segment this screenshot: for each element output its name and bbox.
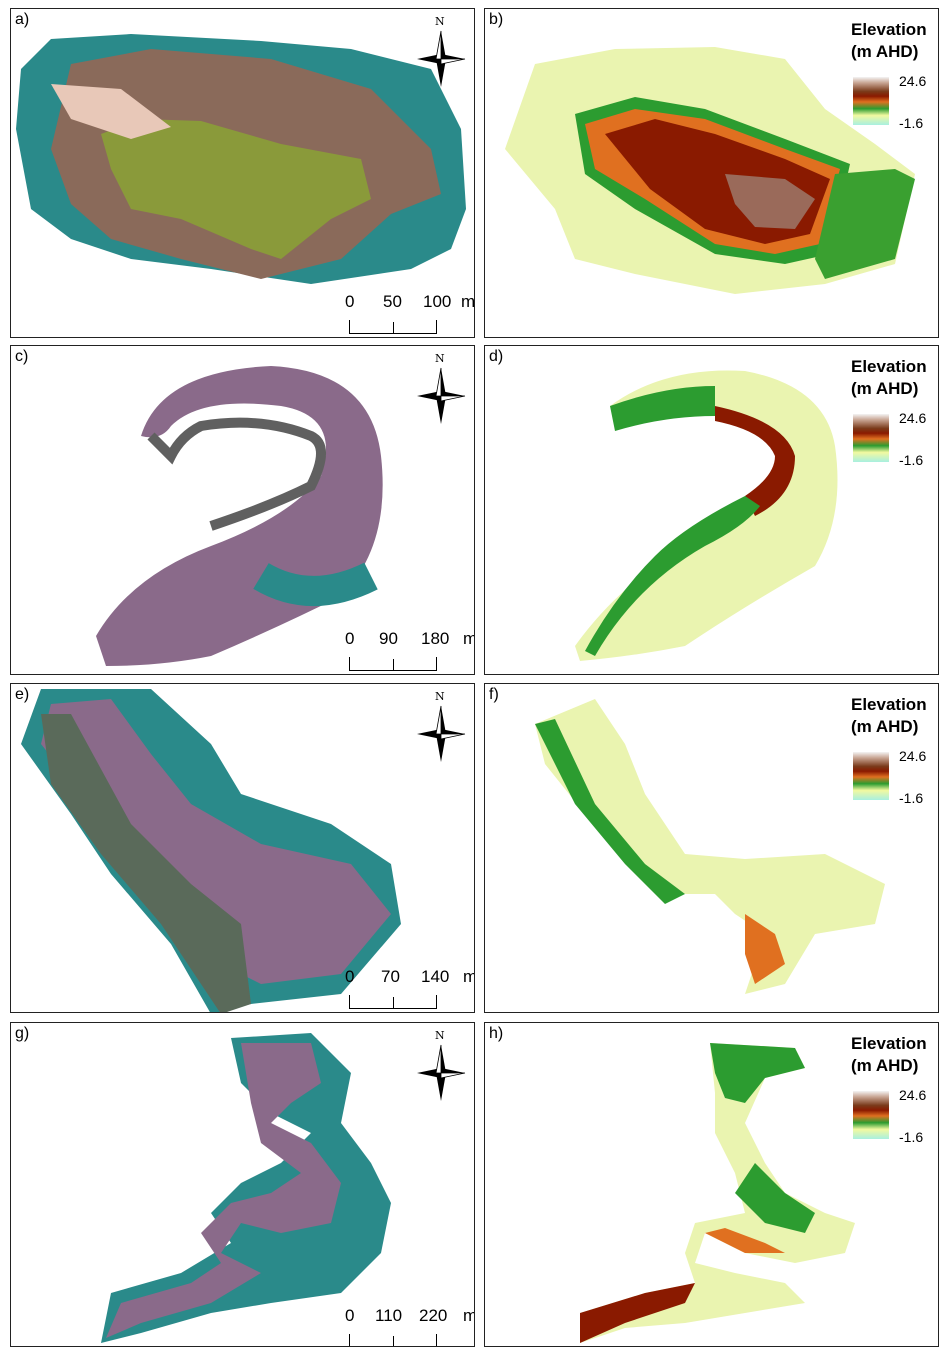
elevation-legend: Elevation (m AHD) 24.6 -1.6 xyxy=(851,1033,939,1153)
legend-min: -1.6 xyxy=(899,790,923,806)
legend-max: 24.6 xyxy=(899,748,926,764)
north-arrow-icon: N xyxy=(413,354,469,424)
scale-mid: 90 xyxy=(379,629,398,649)
legend-min: -1.6 xyxy=(899,452,923,468)
panel-label: h) xyxy=(489,1025,503,1043)
panel-label: e) xyxy=(15,686,29,704)
legend-max: 24.6 xyxy=(899,73,926,89)
scale-zero: 0 xyxy=(345,967,354,987)
panel-e-orthophoto: e) N 0 70 140 m xyxy=(10,683,475,1013)
panel-label: f) xyxy=(489,686,499,704)
legend-min: -1.6 xyxy=(899,1129,923,1145)
panel-c-orthophoto: c) N 0 90 180 m xyxy=(10,345,475,675)
scale-bar: 0 50 100 m xyxy=(345,292,475,338)
panel-b-dem: b) Elevation (m AHD) 24.6 -1.6 xyxy=(484,8,939,338)
north-arrow-icon: N xyxy=(413,17,469,87)
legend-title-line1: Elevation xyxy=(851,1034,927,1053)
elevation-color-ramp xyxy=(853,752,889,800)
scale-bar: 0 110 220 m xyxy=(345,1306,475,1347)
panel-label: a) xyxy=(15,11,29,29)
scale-mid: 50 xyxy=(383,292,402,312)
legend-title-line2: (m AHD) xyxy=(851,717,918,736)
scale-bar: 0 90 180 m xyxy=(345,629,475,675)
panel-label: c) xyxy=(15,348,28,366)
scale-max: 220 xyxy=(419,1306,447,1326)
north-label: N xyxy=(435,352,445,365)
north-label: N xyxy=(435,1029,445,1042)
orthophoto-map-a xyxy=(11,9,475,338)
scale-unit: m xyxy=(463,1306,475,1326)
scale-max: 180 xyxy=(421,629,449,649)
legend-title-line2: (m AHD) xyxy=(851,42,918,61)
legend-max: 24.6 xyxy=(899,1087,926,1103)
elevation-legend: Elevation (m AHD) 24.6 -1.6 xyxy=(851,694,939,814)
north-label: N xyxy=(435,690,445,703)
orthophoto-map-c xyxy=(11,346,475,675)
north-label: N xyxy=(435,15,445,28)
legend-title-line2: (m AHD) xyxy=(851,1056,918,1075)
elevation-legend: Elevation (m AHD) 24.6 -1.6 xyxy=(851,356,939,476)
orthophoto-map-e xyxy=(11,684,475,1013)
elevation-color-ramp xyxy=(853,414,889,462)
scale-max: 100 xyxy=(423,292,451,312)
scale-unit: m xyxy=(463,629,475,649)
legend-min: -1.6 xyxy=(899,115,923,131)
orthophoto-map-g xyxy=(11,1023,475,1347)
legend-title-line1: Elevation xyxy=(851,357,927,376)
scale-zero: 0 xyxy=(345,292,354,312)
scale-unit: m xyxy=(463,967,475,987)
panel-h-dem: h) Elevation (m AHD) 24.6 -1.6 xyxy=(484,1022,939,1347)
legend-max: 24.6 xyxy=(899,410,926,426)
scale-mid: 110 xyxy=(375,1306,402,1326)
panel-a-orthophoto: a) N 0 50 100 m xyxy=(10,8,475,338)
panel-f-dem: f) Elevation (m AHD) 24.6 -1.6 xyxy=(484,683,939,1013)
elevation-legend: Elevation (m AHD) 24.6 -1.6 xyxy=(851,19,939,139)
panel-label: d) xyxy=(489,348,503,366)
panel-label: b) xyxy=(489,11,503,29)
scale-unit: m xyxy=(461,292,475,312)
legend-title-line1: Elevation xyxy=(851,695,927,714)
scale-bar: 0 70 140 m xyxy=(345,967,475,1013)
legend-title-line2: (m AHD) xyxy=(851,379,918,398)
scale-mid: 70 xyxy=(381,967,400,987)
scale-zero: 0 xyxy=(345,1306,354,1326)
legend-title-line1: Elevation xyxy=(851,20,927,39)
scale-zero: 0 xyxy=(345,629,354,649)
panel-label: g) xyxy=(15,1025,29,1043)
north-arrow-icon: N xyxy=(413,1031,469,1101)
elevation-color-ramp xyxy=(853,77,889,125)
elevation-color-ramp xyxy=(853,1091,889,1139)
panel-d-dem: d) Elevation (m AHD) 24.6 -1.6 xyxy=(484,345,939,675)
scale-max: 140 xyxy=(421,967,449,987)
panel-g-orthophoto: g) N 0 110 220 m xyxy=(10,1022,475,1347)
north-arrow-icon: N xyxy=(413,692,469,762)
